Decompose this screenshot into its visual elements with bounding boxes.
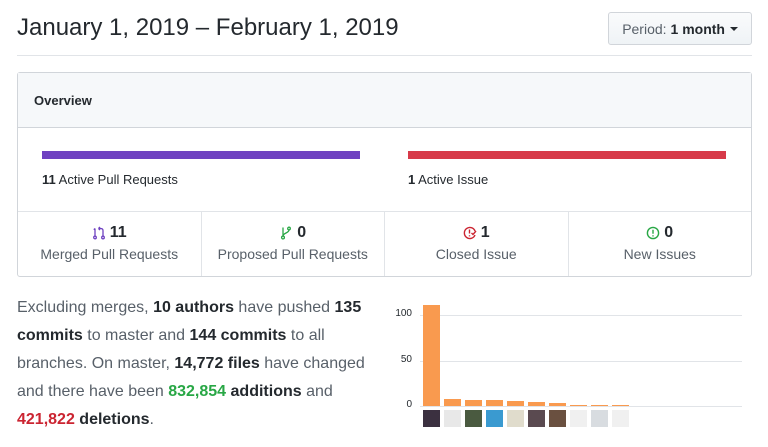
merged-label: Merged Pull Requests xyxy=(40,246,179,262)
commit-summary: Excluding merges, 10 authors have pushed… xyxy=(17,299,365,428)
files-changed: 14,772 files xyxy=(174,355,260,372)
deletions-word: deletions xyxy=(74,411,150,428)
active-issues[interactable]: 1 Active Issue xyxy=(408,151,726,187)
additions-word: additions xyxy=(226,383,302,400)
issue-opened-icon xyxy=(646,226,660,240)
chart-bar[interactable] xyxy=(591,405,608,407)
y-tick-label: 100 xyxy=(395,308,412,319)
proposed-label: Proposed Pull Requests xyxy=(217,246,368,262)
gridline xyxy=(420,406,742,407)
additions-count: 832,854 xyxy=(168,383,227,400)
y-tick-label: 0 xyxy=(406,399,412,410)
chart-bar[interactable] xyxy=(549,403,566,406)
chart-bar[interactable] xyxy=(528,402,545,406)
chart-bar[interactable] xyxy=(444,398,461,406)
overview-box: Overview 11 Active Pull Requests 1 Activ… xyxy=(17,72,752,277)
author-avatar[interactable] xyxy=(591,410,608,427)
stat-closed-issue[interactable]: 1 Closed Issue xyxy=(385,212,569,276)
overview-header: Overview xyxy=(18,73,751,128)
period-dropdown-button[interactable]: Period: 1 month xyxy=(608,12,752,45)
gridline xyxy=(420,360,742,362)
proposed-count: 0 xyxy=(297,224,307,241)
overview-summary: 11 Active Pull Requests 1 Active Issue xyxy=(18,128,751,212)
active-issue-count: 1 xyxy=(408,172,416,187)
chart-bar[interactable] xyxy=(486,399,503,406)
merged-count: 11 xyxy=(109,224,127,241)
author-avatar[interactable] xyxy=(528,410,545,427)
author-avatar[interactable] xyxy=(465,410,482,427)
chart-bar[interactable] xyxy=(423,304,440,406)
active-pull-requests[interactable]: 11 Active Pull Requests xyxy=(42,151,360,187)
caret-down-icon xyxy=(730,26,738,31)
period-label: Period: xyxy=(622,20,667,37)
active-issue-label: Active Issue xyxy=(418,172,489,187)
chart-bar[interactable] xyxy=(507,401,524,406)
y-tick-label: 50 xyxy=(400,353,412,365)
git-merge-icon xyxy=(92,226,105,240)
author-avatar[interactable] xyxy=(612,410,629,427)
chart-bar[interactable] xyxy=(612,405,629,407)
stat-new-issues[interactable]: 0 New Issues xyxy=(569,212,752,276)
commits-master: 135 commits xyxy=(17,299,362,344)
date-range-title: January 1, 2019 – February 1, 2019 xyxy=(17,14,399,41)
chart-bar[interactable] xyxy=(465,399,482,406)
authors-link[interactable]: 10 authors xyxy=(153,299,234,316)
deletions-count: 421,822 xyxy=(17,411,75,428)
page-header: January 1, 2019 – February 1, 2019 Perio… xyxy=(17,0,752,56)
gridline xyxy=(420,315,742,316)
active-pr-label: Active Pull Requests xyxy=(58,172,178,187)
closed-label: Closed Issue xyxy=(435,246,517,262)
overview-stats: 11 Merged Pull Requests 0 Proposed Pull … xyxy=(18,212,751,276)
period-value: 1 month xyxy=(670,20,725,37)
author-avatar[interactable] xyxy=(570,410,587,427)
pull-requests-bar xyxy=(42,151,360,159)
stat-merged-pull-requests[interactable]: 11 Merged Pull Requests xyxy=(18,212,202,276)
author-avatar[interactable] xyxy=(423,410,440,427)
contributors-bar-chart: 0 50 100 xyxy=(380,290,768,447)
author-avatar[interactable] xyxy=(549,410,566,427)
author-avatar[interactable] xyxy=(486,410,503,427)
closed-count: 1 xyxy=(480,224,490,241)
new-label: New Issues xyxy=(623,246,696,262)
chart-bar[interactable] xyxy=(570,405,587,407)
issue-closed-icon xyxy=(463,226,477,240)
git-pull-request-icon xyxy=(281,226,292,240)
commits-all: 144 commits xyxy=(189,327,287,344)
active-pr-count: 11 xyxy=(42,172,56,187)
author-avatar[interactable] xyxy=(444,410,461,427)
issues-bar xyxy=(408,151,726,159)
new-count: 0 xyxy=(664,224,674,241)
author-avatar[interactable] xyxy=(507,410,524,427)
stat-proposed-pull-requests[interactable]: 0 Proposed Pull Requests xyxy=(202,212,385,276)
